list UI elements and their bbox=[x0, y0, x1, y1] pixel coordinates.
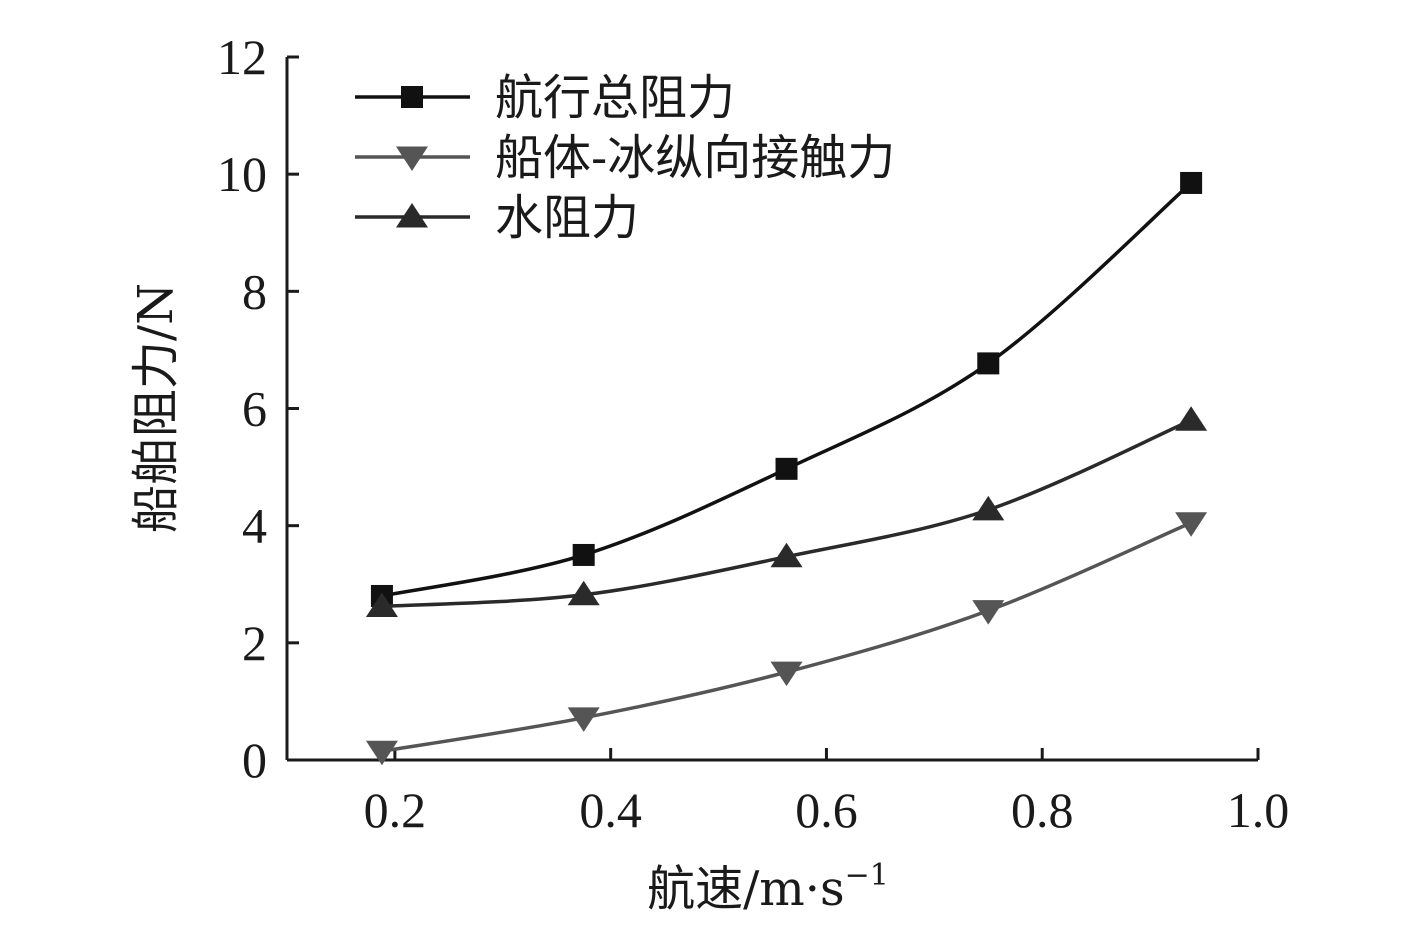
data-point bbox=[567, 580, 600, 606]
series-2 bbox=[365, 406, 1208, 618]
data-point bbox=[1180, 171, 1203, 194]
x-tick-label: 0.4 bbox=[579, 782, 642, 838]
x-tick-label: 0.2 bbox=[364, 782, 427, 838]
data-point bbox=[770, 661, 803, 687]
legend-label: 船体-冰纵向接触力 bbox=[495, 130, 895, 186]
y-tick-label: 2 bbox=[242, 615, 267, 671]
legend-marker bbox=[396, 146, 428, 171]
series-1 bbox=[365, 512, 1208, 766]
legend-label: 航行总阻力 bbox=[495, 70, 735, 126]
data-point bbox=[775, 457, 798, 480]
y-tick-label: 6 bbox=[242, 381, 267, 437]
data-point bbox=[365, 592, 398, 618]
legend-label: 水阻力 bbox=[495, 190, 639, 246]
x-axis-title-exponent: −1 bbox=[845, 858, 889, 893]
x-tick-label: 0.6 bbox=[795, 782, 858, 838]
x-axis-title: 航速/m·s−1 bbox=[647, 858, 889, 917]
y-tick-label: 0 bbox=[242, 732, 267, 788]
y-tick-label: 8 bbox=[242, 263, 267, 319]
data-point bbox=[1175, 406, 1208, 431]
data-point bbox=[770, 542, 803, 568]
data-point bbox=[365, 740, 398, 766]
y-tick-label: 4 bbox=[242, 498, 267, 554]
data-point bbox=[572, 543, 595, 566]
data-point bbox=[1175, 512, 1208, 537]
y-tick-label: 12 bbox=[217, 29, 267, 85]
x-tick-label: 1.0 bbox=[1227, 782, 1290, 838]
data-point bbox=[567, 707, 600, 732]
legend-marker bbox=[401, 86, 423, 108]
x-ticks: 0.2 0.4 0.6 0.8 1.0 bbox=[364, 748, 1290, 838]
y-ticks: 0 2 4 6 8 10 12 bbox=[217, 29, 299, 788]
data-point bbox=[972, 495, 1005, 521]
x-tick-label: 0.8 bbox=[1011, 782, 1074, 838]
data-point bbox=[972, 600, 1005, 625]
y-axis-title: 船舶阻力/N bbox=[128, 283, 184, 533]
y-tick-label: 10 bbox=[217, 146, 267, 202]
legend-marker bbox=[396, 203, 428, 228]
plot-area bbox=[365, 171, 1208, 766]
data-point bbox=[977, 352, 1000, 375]
